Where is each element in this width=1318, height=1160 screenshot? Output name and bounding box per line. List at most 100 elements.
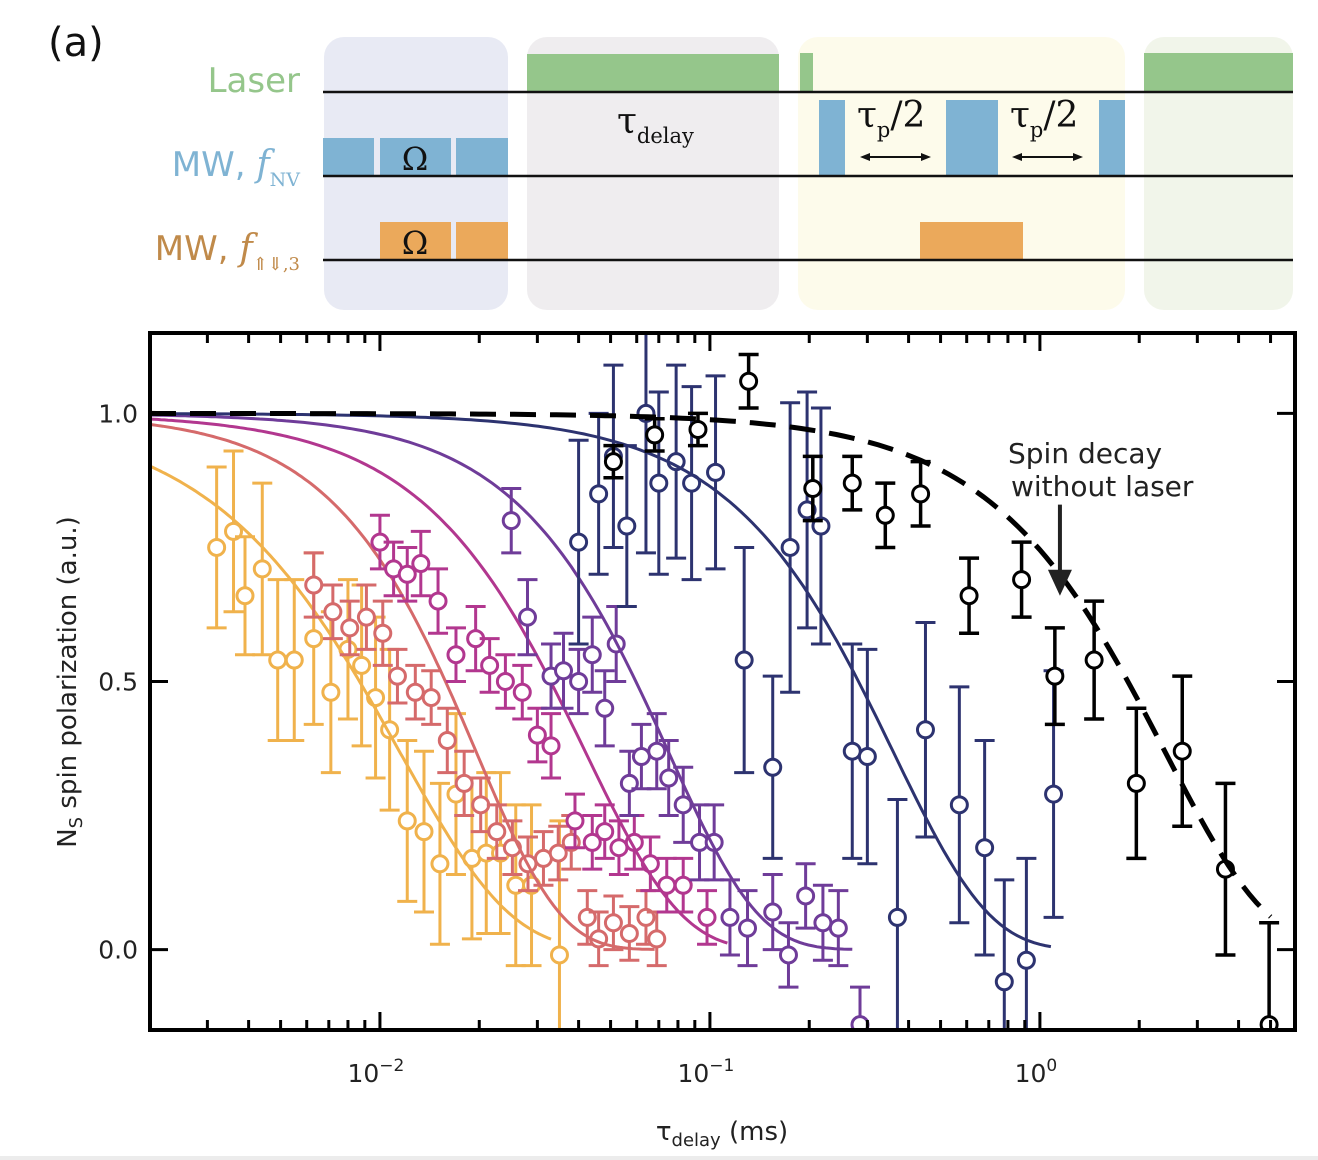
mw-nv-pulse	[456, 138, 508, 175]
laser-pulse	[527, 54, 779, 91]
data-point	[465, 604, 486, 673]
annotation-line-1: Spin decay	[1008, 437, 1162, 470]
data-marker	[356, 607, 376, 627]
data-point	[410, 529, 431, 598]
data-point	[568, 647, 589, 716]
data-point	[795, 862, 816, 930]
data-marker	[706, 462, 726, 482]
fit-curve	[150, 464, 552, 941]
data-point	[778, 921, 799, 989]
data-point	[915, 621, 936, 839]
data-marker	[541, 736, 561, 756]
data-point	[495, 653, 516, 710]
mw-n-pi-pulse	[920, 222, 1023, 260]
data-point	[687, 411, 708, 448]
data-point	[850, 985, 871, 1030]
mw-nv-pi-pulse	[946, 100, 998, 175]
data-marker	[649, 473, 669, 493]
y-tick-label: 0.5	[98, 668, 138, 697]
data-point	[512, 663, 533, 721]
data-point	[479, 637, 500, 694]
data-marker	[397, 811, 417, 831]
data-marker	[454, 773, 474, 793]
data-marker	[647, 929, 667, 949]
data-point	[734, 545, 755, 775]
data-marker	[1084, 650, 1104, 670]
data-marker	[975, 838, 995, 858]
data-point	[959, 556, 980, 635]
data-point	[594, 669, 615, 748]
data-point	[697, 889, 718, 946]
data-marker	[842, 473, 862, 493]
data-point	[857, 647, 878, 866]
mw-n-pulse	[456, 222, 508, 260]
tau-p-half-label-1: τp/2	[857, 95, 925, 142]
x-axis-title: τdelay (ms)	[656, 1117, 788, 1151]
channel-label-laser: Laser	[208, 61, 300, 101]
data-marker	[1172, 741, 1192, 761]
data-point	[646, 910, 667, 968]
data-point	[1084, 599, 1105, 721]
series-yellow	[150, 449, 570, 1030]
fit-curve	[150, 413, 853, 951]
data-point	[405, 663, 426, 721]
omega-label-nv: Ω	[402, 140, 429, 178]
data-point	[635, 333, 656, 555]
data-marker	[414, 822, 434, 842]
data-point	[619, 749, 640, 818]
data-marker	[796, 886, 816, 906]
data-point	[673, 856, 694, 914]
series-coral	[150, 423, 667, 968]
data-marker	[595, 698, 615, 718]
data-point	[414, 749, 435, 914]
arrow-head-icon	[1073, 153, 1083, 161]
data-marker	[582, 645, 602, 665]
block-delay	[527, 37, 779, 310]
data-point	[428, 567, 449, 635]
data-marker	[603, 452, 623, 472]
data-marker	[949, 795, 969, 815]
data-point	[875, 481, 896, 550]
data-point	[616, 444, 637, 608]
data-point	[234, 535, 255, 657]
data-marker	[915, 720, 935, 740]
laser-pulses	[527, 53, 1293, 91]
fit-curve-dashed	[150, 410, 1273, 919]
data-point	[810, 406, 831, 646]
data-marker	[1126, 773, 1146, 793]
data-marker	[268, 650, 288, 670]
data-point	[206, 465, 227, 630]
series-navy	[150, 333, 1064, 1030]
data-marker	[780, 537, 800, 557]
data-point	[437, 706, 458, 775]
data-marker	[480, 655, 500, 675]
data-point	[1126, 706, 1147, 861]
data-point	[603, 894, 624, 952]
data-marker	[527, 725, 547, 745]
data-marker	[647, 741, 667, 761]
data-point	[372, 599, 393, 667]
data-marker	[631, 747, 651, 767]
data-point	[949, 685, 970, 925]
data-point	[223, 449, 244, 614]
data-point	[582, 615, 603, 694]
data-point	[762, 873, 783, 952]
channel-label-mw-nv: MW, fNV	[172, 144, 301, 191]
data-point	[842, 454, 863, 512]
data-marker	[842, 741, 862, 761]
series-layer	[150, 333, 1280, 1030]
data-marker	[304, 575, 324, 595]
data-point	[445, 626, 466, 683]
data-marker	[582, 832, 602, 852]
data-point	[541, 712, 562, 780]
data-marker	[659, 768, 679, 788]
data-marker	[397, 564, 417, 584]
data-marker	[857, 747, 877, 767]
data-marker	[565, 811, 585, 831]
data-marker	[595, 822, 615, 842]
data-point	[802, 454, 823, 523]
data-point	[1011, 540, 1032, 619]
data-point	[284, 578, 305, 742]
fit-curve	[150, 412, 1052, 949]
